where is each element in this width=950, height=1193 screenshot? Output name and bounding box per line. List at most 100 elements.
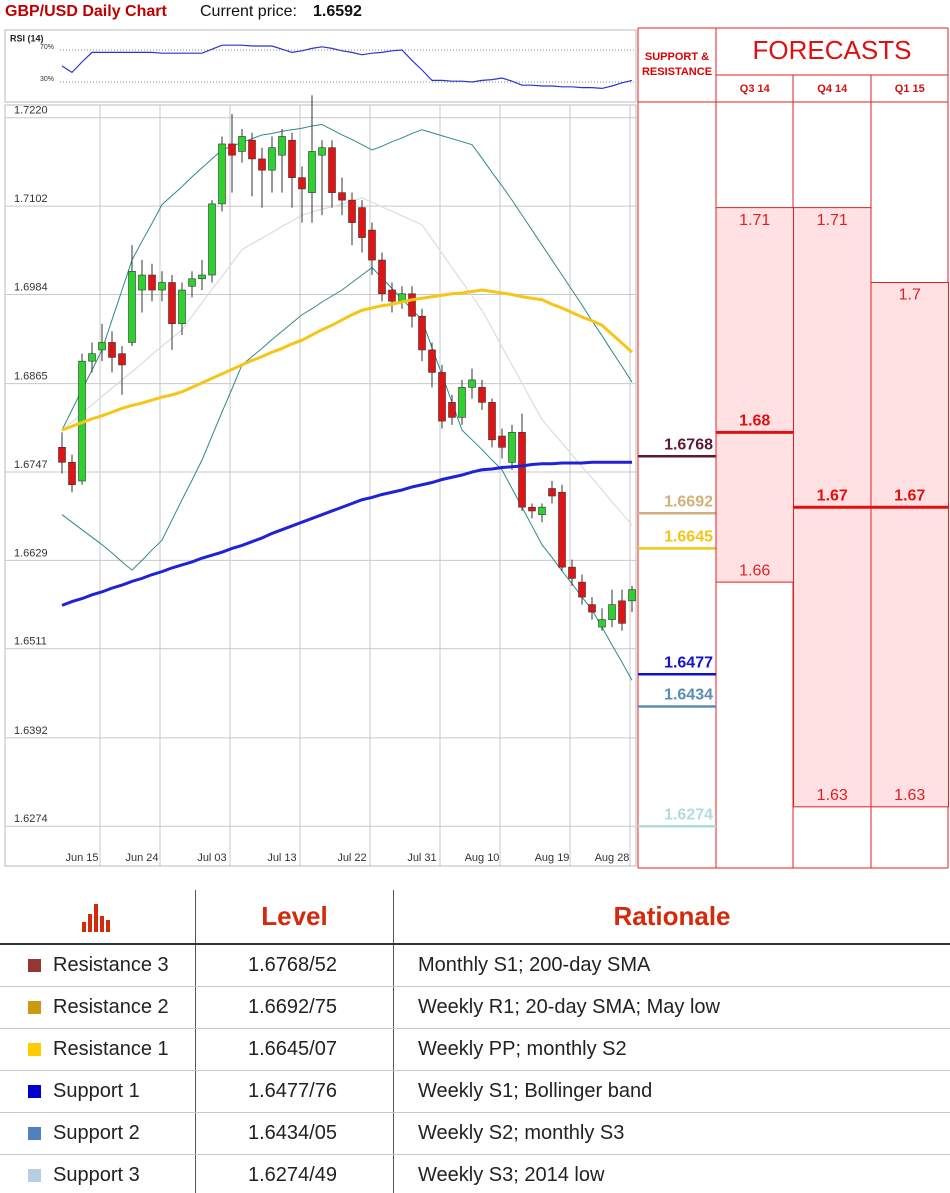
y-tick-label: 1.6392 [14, 725, 48, 737]
level-cell: 1.6645/07 [195, 1029, 393, 1070]
sr-label: 1.6768 [664, 437, 713, 454]
forecast-mid-label: 1.68 [739, 413, 770, 430]
y-tick-label: 1.7220 [14, 105, 48, 117]
candle-body [448, 402, 456, 418]
candle-body [158, 282, 166, 291]
forecast-low-label: 1.63 [817, 787, 848, 804]
candle-body [168, 282, 176, 325]
level-cell: 1.6477/76 [195, 1071, 393, 1112]
level-name: Resistance 3 [53, 954, 169, 976]
indicator-line [61, 460, 632, 607]
candle-body [378, 259, 386, 295]
candle-body [118, 353, 126, 366]
price-value: 1.6592 [313, 3, 362, 20]
candle-body [538, 506, 546, 516]
level-name: Support 3 [53, 1164, 140, 1186]
name-cell: Support 2 [0, 1113, 195, 1154]
forecast-mid-label: 1.67 [894, 487, 925, 504]
candle-body [288, 139, 296, 178]
rationale-cell: Monthly S1; 200-day SMA [393, 945, 950, 986]
rsi-tick-label: 30% [40, 76, 54, 83]
name-cell: Resistance 2 [0, 987, 195, 1028]
candle-body [468, 379, 476, 388]
candle-body [298, 177, 306, 190]
color-swatch [28, 1043, 41, 1056]
name-cell: Support 3 [0, 1155, 195, 1193]
candle-body [268, 147, 276, 171]
x-tick-label: Jun 15 [65, 852, 98, 864]
x-tick-label: Jul 31 [407, 852, 436, 864]
candle-body [148, 274, 156, 291]
price-label: Current price: [200, 3, 297, 20]
color-swatch [28, 1127, 41, 1140]
table-row: Support 1 1.6477/76 Weekly S1; Bollinger b… [0, 1071, 950, 1113]
candle-body [368, 229, 376, 261]
candle-body [598, 619, 606, 628]
y-tick-label: 1.6747 [14, 459, 48, 471]
candle-body [128, 270, 136, 343]
level-name: Support 2 [53, 1122, 140, 1144]
indicator-line [61, 197, 633, 526]
level-cell: 1.6434/05 [195, 1113, 393, 1154]
candle-body [258, 158, 266, 171]
rsi-tick-label: 70% [40, 44, 54, 51]
candle-body [628, 589, 636, 602]
rsi-panel [4, 29, 637, 103]
rationale-cell: Weekly R1; 20-day SMA; May low [393, 987, 950, 1028]
table-row: Resistance 2 1.6692/75 Weekly R1; 20-day S… [0, 987, 950, 1029]
color-swatch [28, 1001, 41, 1014]
level-table: Level Rationale Resistance 3 1.6768/52 Mon… [0, 890, 950, 1193]
chart-icon [81, 903, 110, 932]
x-tick-label: Aug 19 [535, 852, 570, 864]
candle-body [438, 372, 446, 422]
candle-body [418, 315, 426, 351]
rsi-title: RSI (14) [10, 33, 44, 43]
forecast-low-label: 1.66 [739, 562, 770, 579]
level-name: Resistance 1 [53, 1038, 169, 1060]
candle-body [198, 274, 206, 280]
level-cell: 1.6768/52 [195, 945, 393, 986]
sr-label: 1.6692 [664, 493, 713, 510]
name-cell: Support 1 [0, 1071, 195, 1112]
candle-body [498, 435, 506, 448]
x-tick-label: Aug 28 [595, 852, 630, 864]
sr-label: 1.6434 [664, 687, 713, 704]
chart-title: GBP/USD Daily Chart [5, 3, 167, 20]
table-row: Resistance 1 1.6645/07 Weekly PP; monthly … [0, 1029, 950, 1071]
y-tick-label: 1.6984 [14, 281, 48, 293]
candle-body [388, 289, 396, 302]
level-cell: 1.6692/75 [195, 987, 393, 1028]
forecast-high-label: 1.71 [817, 212, 848, 229]
y-tick-label: 1.7102 [14, 193, 48, 205]
candle-body [58, 447, 66, 463]
candle-body [488, 402, 496, 441]
y-tick-label: 1.6865 [14, 371, 48, 383]
candle-body [308, 151, 316, 193]
table-heading: Rationale [393, 890, 950, 943]
sr-label: 1.6645 [664, 529, 713, 546]
name-cell: Resistance 1 [0, 1029, 195, 1070]
forecast-range [870, 282, 949, 808]
forecast-mid-label: 1.67 [817, 487, 848, 504]
forecast-high-label: 1.7 [899, 287, 921, 304]
candle-body [248, 139, 256, 160]
price-panel [4, 104, 637, 867]
candle-body [558, 491, 566, 568]
candle-body [68, 461, 76, 486]
table-row: Resistance 3 1.6768/52 Monthly S1; 200-day… [0, 945, 950, 987]
icon-cell [0, 890, 195, 943]
rationale-cell: Weekly PP; monthly S2 [393, 1029, 950, 1070]
quarter-label: Q1 15 [895, 83, 925, 95]
candle-body [88, 353, 96, 362]
sr-label: 1.6477 [664, 654, 713, 671]
forecast-low-label: 1.63 [894, 787, 925, 804]
forecast-title: FORECASTS [753, 35, 912, 65]
color-swatch [28, 959, 41, 972]
y-tick-label: 1.6511 [14, 636, 47, 648]
table-header: Level Rationale [0, 890, 950, 945]
x-tick-label: Jul 22 [337, 852, 366, 864]
candle-body [188, 278, 196, 287]
candle-body [588, 604, 596, 613]
candle-body [98, 342, 106, 351]
